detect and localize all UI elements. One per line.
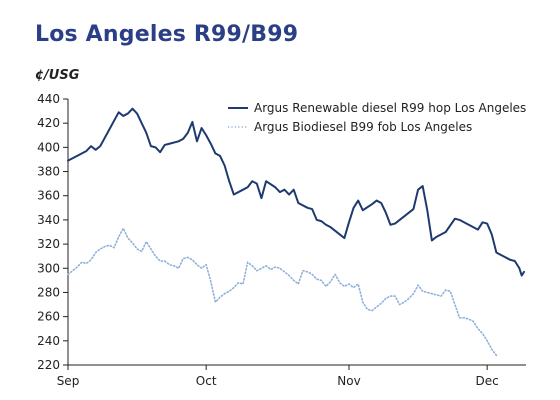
series-line-renewable-diesel-r99 (67, 107, 525, 277)
y-tick-label: 440 (37, 92, 60, 106)
unit-label: ¢/USG (35, 68, 80, 83)
series-layer (67, 107, 525, 357)
y-tick-label: 220 (37, 358, 60, 372)
x-tick-label: Sep (57, 374, 80, 388)
y-tick-label: 420 (37, 116, 60, 130)
y-tick-label: 380 (37, 165, 60, 179)
chart-title: Los Angeles R99/B99 (35, 22, 299, 47)
y-tick-label: 280 (37, 285, 60, 299)
y-tick-label: 400 (37, 140, 60, 154)
series-line-biodiesel-b99 (67, 227, 498, 357)
y-tick-label: 360 (37, 189, 60, 203)
axes: 440 420 400 380 360 340 320 300 280 260 240 220 Sep O… (37, 92, 526, 388)
y-tick-label: 300 (37, 261, 60, 275)
legend: Argus Renewable diesel R99 hop Los Angel… (228, 101, 526, 134)
x-tick-label: Oct (196, 374, 217, 388)
y-tick-label: 260 (37, 310, 60, 324)
legend-label: Argus Biodiesel B99 fob Los Angeles (254, 120, 472, 134)
legend-label: Argus Renewable diesel R99 hop Los Angel… (254, 101, 526, 115)
y-tick-label: 340 (37, 213, 60, 227)
x-tick-label: Dec (476, 374, 499, 388)
x-tick-label: Nov (337, 374, 360, 388)
y-tick-label: 320 (37, 237, 60, 251)
y-tick-label: 240 (37, 334, 60, 348)
